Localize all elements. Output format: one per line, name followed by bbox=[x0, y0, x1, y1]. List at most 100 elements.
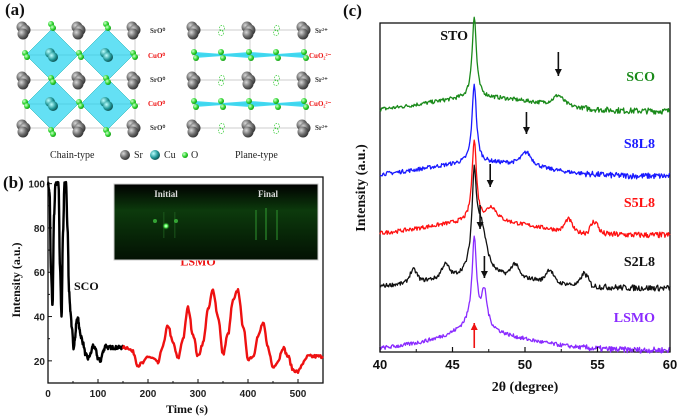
xrd-curve-s5l8 bbox=[379, 139, 671, 239]
copper-atom bbox=[48, 101, 58, 111]
plot-c-x-axis-title: 2θ (degree) bbox=[492, 380, 559, 395]
x-tick-label: 500 bbox=[290, 389, 307, 400]
layer-label: SrO⁰ bbox=[150, 27, 165, 35]
x-tick-label: 40 bbox=[373, 357, 387, 372]
plot-c-series bbox=[379, 16, 671, 354]
plot-c-curve-labels: SCO S8L8 S5L8 S2L8 LSMO bbox=[614, 70, 655, 326]
x-tick-label: 400 bbox=[240, 389, 257, 400]
layer-label: CuO₂²⁻ bbox=[309, 52, 332, 60]
y-tick-label: 60 bbox=[34, 268, 46, 279]
arrow-lsmo-substrate-head bbox=[470, 323, 478, 330]
substrate-label-sto: STO bbox=[440, 29, 468, 44]
arrow-s5l8-head bbox=[486, 180, 494, 187]
legend-label-cu: Cu bbox=[164, 150, 176, 161]
oxygen-atom bbox=[50, 131, 56, 137]
oxygen-atom bbox=[132, 103, 138, 109]
strontium-atom bbox=[242, 126, 254, 138]
x-tick-label: 55 bbox=[590, 357, 604, 372]
strontium-atom bbox=[72, 126, 84, 138]
strontium-atom-icon bbox=[120, 150, 130, 160]
series-line-lsmo bbox=[121, 288, 324, 374]
plot-b-y-axis-title: Intensity (a.u.) bbox=[9, 242, 23, 317]
oxygen-atom bbox=[275, 55, 281, 61]
x-tick-label: 200 bbox=[140, 389, 157, 400]
chain-type-title: Chain-type bbox=[50, 150, 95, 161]
x-tick-label: 100 bbox=[90, 389, 107, 400]
x-tick-label: 45 bbox=[445, 357, 459, 372]
oxygen-atom bbox=[191, 49, 197, 55]
oxygen-atom bbox=[301, 98, 307, 104]
plot-b-x-axis-title: Time (s) bbox=[166, 402, 208, 416]
chain-type-structure bbox=[16, 21, 141, 138]
curve-label-s5l8: S5L8 bbox=[624, 196, 655, 211]
annotation-sco: SCO bbox=[74, 279, 99, 293]
oxygen-atom bbox=[246, 98, 252, 104]
oxygen-vacancy bbox=[219, 25, 225, 31]
legend-label-o: O bbox=[191, 150, 198, 161]
oxygen-atom bbox=[303, 104, 309, 110]
oxygen-atom bbox=[218, 49, 224, 55]
oxygen-atom bbox=[193, 104, 199, 110]
cuo2-plane bbox=[250, 101, 305, 107]
xrd-curve-s2l8 bbox=[379, 164, 671, 292]
oxygen-atom bbox=[275, 104, 281, 110]
chain-layer-labels: SrO⁰ CuO⁰ SrO⁰ CuO⁰ SrO⁰ bbox=[148, 27, 165, 132]
layer-label: Sr²⁺ bbox=[315, 124, 328, 132]
strontium-atom bbox=[297, 126, 309, 138]
layer-label: Sr²⁺ bbox=[315, 27, 328, 35]
oxygen-atom bbox=[273, 49, 279, 55]
panel-c-label: (c) bbox=[343, 1, 362, 20]
oxygen-atom bbox=[218, 98, 224, 104]
x-tick-label: 50 bbox=[518, 357, 532, 372]
panel-b-rheed-oscillation-chart: 0 100 200 300 400 500 20 40 60 80 100 Time (s) Int… bbox=[9, 176, 324, 416]
oxygen-atom bbox=[50, 79, 56, 85]
plot-c-y-axis-title: Intensity (a.u.) bbox=[354, 144, 369, 232]
oxygen-atom bbox=[78, 54, 84, 60]
panel-b-label: (b) bbox=[3, 173, 24, 192]
plane-type-structure bbox=[186, 21, 311, 138]
curve-label-lsmo: LSMO bbox=[614, 311, 655, 326]
y-tick-label: 80 bbox=[34, 224, 46, 235]
oxygen-atom bbox=[248, 55, 254, 61]
xrd-curve-sco bbox=[379, 16, 670, 115]
plot-b-series bbox=[46, 180, 324, 374]
y-tick-label: 40 bbox=[34, 313, 46, 324]
oxygen-vacancy bbox=[218, 80, 224, 86]
oxygen-atom bbox=[105, 131, 111, 137]
oxygen-vacancy bbox=[274, 25, 280, 31]
layer-label: CuO⁰ bbox=[148, 100, 165, 108]
curve-label-sco: SCO bbox=[626, 70, 655, 85]
layer-label: SrO⁰ bbox=[150, 76, 165, 84]
copper-atom-icon bbox=[150, 150, 160, 160]
strontium-atom bbox=[187, 78, 199, 90]
copper-atom bbox=[103, 52, 113, 62]
y-tick-label: 20 bbox=[34, 357, 46, 368]
oxygen-atom bbox=[132, 54, 138, 60]
rheed-side-spot bbox=[174, 219, 178, 223]
strontium-atom bbox=[242, 28, 254, 40]
oxygen-atom bbox=[24, 54, 30, 60]
strontium-atom bbox=[72, 28, 84, 40]
oxygen-vacancy bbox=[219, 75, 225, 81]
rheed-inset: Initial Final bbox=[113, 183, 319, 261]
arrow-sco-head bbox=[554, 69, 562, 76]
legend-label-sr: Sr bbox=[134, 150, 144, 161]
strontium-atom bbox=[127, 78, 139, 90]
strontium-atom bbox=[187, 28, 199, 40]
arrow-lsmo-film-head bbox=[480, 271, 488, 278]
arrow-s8l8-head bbox=[522, 127, 530, 134]
oxygen-atom-icon bbox=[182, 152, 188, 158]
oxygen-atom bbox=[248, 104, 254, 110]
atom-legend: Sr Cu O bbox=[120, 150, 198, 161]
plot-c-arrows bbox=[470, 52, 562, 348]
oxygen-vacancy bbox=[274, 75, 280, 81]
cuo2-plane bbox=[195, 52, 250, 58]
series-line-sco bbox=[46, 180, 125, 363]
inset-final-label: Final bbox=[258, 189, 279, 199]
inset-initial-label: Initial bbox=[154, 189, 178, 199]
panel-a-label: (a) bbox=[5, 0, 25, 19]
strontium-atom bbox=[187, 126, 199, 138]
y-tick-label: 100 bbox=[28, 180, 45, 191]
copper-atom bbox=[48, 52, 58, 62]
